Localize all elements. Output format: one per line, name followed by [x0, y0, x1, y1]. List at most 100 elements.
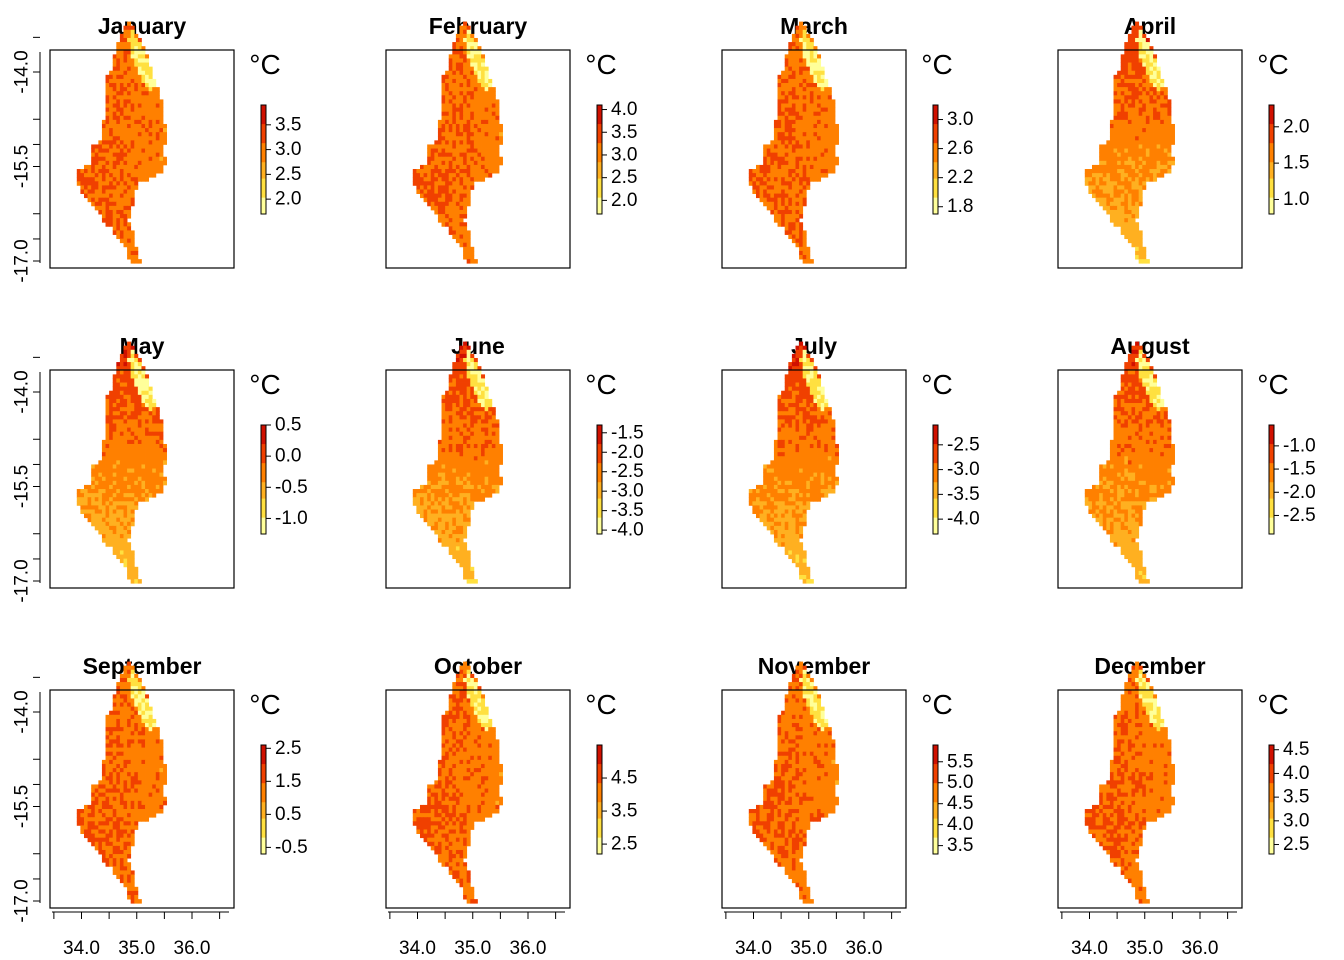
raster-cell — [159, 107, 164, 113]
raster-cell — [1127, 148, 1132, 154]
raster-cell — [795, 58, 800, 63]
raster-cell — [459, 452, 464, 457]
raster-cell — [98, 484, 103, 490]
raster-cell — [781, 423, 786, 428]
raster-cell — [459, 33, 464, 39]
raster-cell — [466, 246, 471, 252]
raster-cell — [463, 246, 468, 252]
raster-cell — [484, 148, 489, 154]
raster-cell — [145, 99, 150, 104]
raster-cell — [159, 431, 164, 437]
raster-cell — [802, 419, 807, 424]
raster-cell — [448, 505, 453, 510]
raster-cell — [1135, 246, 1140, 252]
raster-cell — [1135, 156, 1140, 162]
raster-cell — [791, 209, 796, 215]
raster-cell — [130, 382, 135, 388]
raster-cell — [1113, 185, 1118, 190]
raster-cell — [127, 390, 132, 396]
raster-cell — [155, 448, 160, 453]
raster-cell — [781, 398, 786, 404]
raster-cell — [824, 148, 829, 154]
raster-cell — [134, 259, 139, 264]
raster-cell — [127, 525, 132, 531]
raster-cell — [466, 115, 471, 121]
raster-cell — [809, 443, 814, 449]
raster-cell — [752, 181, 757, 186]
raster-cell — [441, 435, 446, 441]
raster-cell — [127, 33, 132, 39]
raster-cell — [781, 95, 786, 100]
raster-cell — [766, 164, 771, 170]
raster-cell — [806, 415, 811, 420]
raster-cell — [777, 448, 782, 453]
raster-cell — [441, 452, 446, 457]
raster-cell — [1135, 201, 1140, 207]
raster-cell — [795, 209, 800, 215]
raster-cell — [109, 509, 114, 514]
raster-cell — [473, 456, 478, 461]
raster-cell — [112, 164, 117, 170]
raster-cell — [755, 181, 760, 186]
raster-cell — [781, 148, 786, 154]
colorbar-segment — [261, 482, 266, 486]
raster-cell — [455, 534, 460, 539]
colorbar-segment — [261, 107, 266, 111]
raster-cell — [1109, 140, 1114, 145]
raster-cell — [445, 201, 450, 207]
raster-cell — [105, 173, 110, 178]
raster-cell — [799, 222, 804, 227]
raster-cell — [1124, 54, 1129, 59]
raster-cell — [145, 140, 150, 145]
raster-cell — [127, 173, 132, 178]
raster-cell — [112, 173, 117, 178]
raster-cell — [481, 156, 486, 162]
raster-cell — [445, 214, 450, 219]
raster-cell — [152, 91, 157, 96]
raster-cell — [1120, 156, 1125, 162]
raster-cell — [1153, 87, 1158, 92]
raster-cell — [94, 201, 99, 207]
raster-cell — [437, 119, 442, 125]
raster-cell — [112, 493, 117, 498]
colorbar-segment — [597, 211, 602, 215]
raster-cell — [141, 95, 146, 100]
raster-cell — [1113, 164, 1118, 170]
raster-cell — [119, 197, 124, 203]
raster-cell — [470, 169, 475, 174]
colorbar-segment — [597, 140, 602, 144]
raster-cell — [109, 501, 114, 506]
raster-cell — [802, 136, 807, 141]
raster-cell — [87, 505, 92, 510]
colorbar-segment — [597, 164, 602, 169]
raster-cell — [759, 177, 764, 182]
raster-cell — [1127, 91, 1132, 96]
raster-cell — [134, 431, 139, 437]
raster-cell — [1163, 91, 1168, 96]
raster-cell — [795, 95, 800, 100]
raster-cell — [159, 156, 164, 162]
raster-cell — [137, 452, 142, 457]
raster-cell — [119, 423, 124, 428]
raster-cell — [1109, 173, 1114, 178]
raster-cell — [134, 50, 139, 55]
raster-cell — [448, 111, 453, 117]
raster-cell — [806, 357, 811, 363]
raster-cell — [123, 144, 128, 149]
raster-cell — [159, 160, 164, 166]
raster-cell — [98, 509, 103, 514]
raster-cell — [119, 452, 124, 457]
raster-cell — [1160, 103, 1165, 108]
raster-cell — [441, 107, 446, 113]
raster-cell — [817, 148, 822, 154]
raster-cell — [105, 521, 110, 527]
raster-cell — [466, 50, 471, 55]
raster-cell — [466, 99, 471, 104]
raster-cell — [1127, 136, 1132, 141]
raster-cell — [105, 464, 110, 469]
colorbar-segment — [597, 501, 602, 505]
raster-cell — [1138, 259, 1143, 264]
raster-cell — [130, 160, 135, 166]
raster-cell — [141, 111, 146, 117]
raster-cell — [766, 169, 771, 174]
